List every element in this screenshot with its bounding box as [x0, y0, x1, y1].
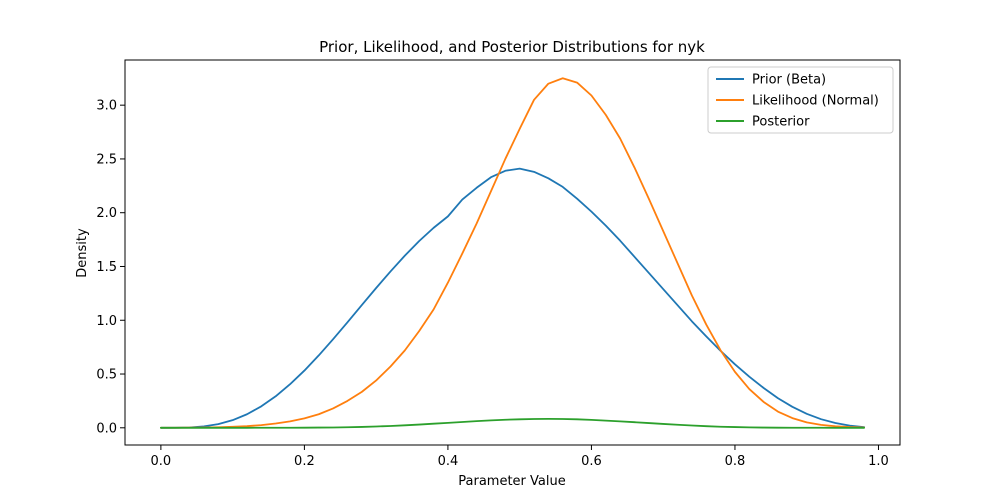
y-tick-label: 1.0 — [96, 314, 117, 329]
x-axis-title: Parameter Value — [458, 474, 565, 489]
y-tick-label: 1.5 — [96, 260, 117, 275]
y-tick-label: 2.0 — [96, 206, 117, 221]
chart-title: Prior, Likelihood, and Posterior Distrib… — [319, 38, 705, 56]
y-axis: 0.0 0.5 1.0 1.5 2.0 2.5 3.0 — [96, 99, 125, 436]
plot-area — [159, 77, 866, 429]
x-tick-label: 0.4 — [438, 454, 459, 469]
x-tick-label: 0.2 — [294, 454, 315, 469]
y-tick-label: 2.5 — [96, 152, 117, 167]
x-tick-label: 0.8 — [725, 454, 746, 469]
x-axis: 0.0 0.2 0.4 0.6 0.8 1.0 — [151, 445, 889, 469]
series-line-posterior — [159, 417, 866, 429]
series-line-likelihood-normal — [159, 77, 866, 429]
legend-label-posterior: Posterior — [752, 115, 810, 130]
legend-label-likelihood-normal: Likelihood (Normal) — [752, 94, 879, 109]
series-line-prior-beta — [159, 167, 866, 429]
x-tick-label: 0.6 — [581, 454, 602, 469]
y-tick-label: 3.0 — [96, 99, 117, 114]
plot-frame — [124, 59, 901, 446]
legend: Prior (Beta) Likelihood (Normal) Posterior — [707, 66, 894, 134]
y-tick-label: 0.0 — [96, 421, 117, 436]
legend-label-prior-beta: Prior (Beta) — [752, 73, 826, 88]
legend-box — [707, 66, 894, 134]
y-tick-label: 0.5 — [96, 368, 117, 383]
x-tick-label: 0.0 — [151, 454, 172, 469]
x-tick-label: 1.0 — [868, 454, 889, 469]
y-axis-title: Density — [75, 228, 90, 278]
